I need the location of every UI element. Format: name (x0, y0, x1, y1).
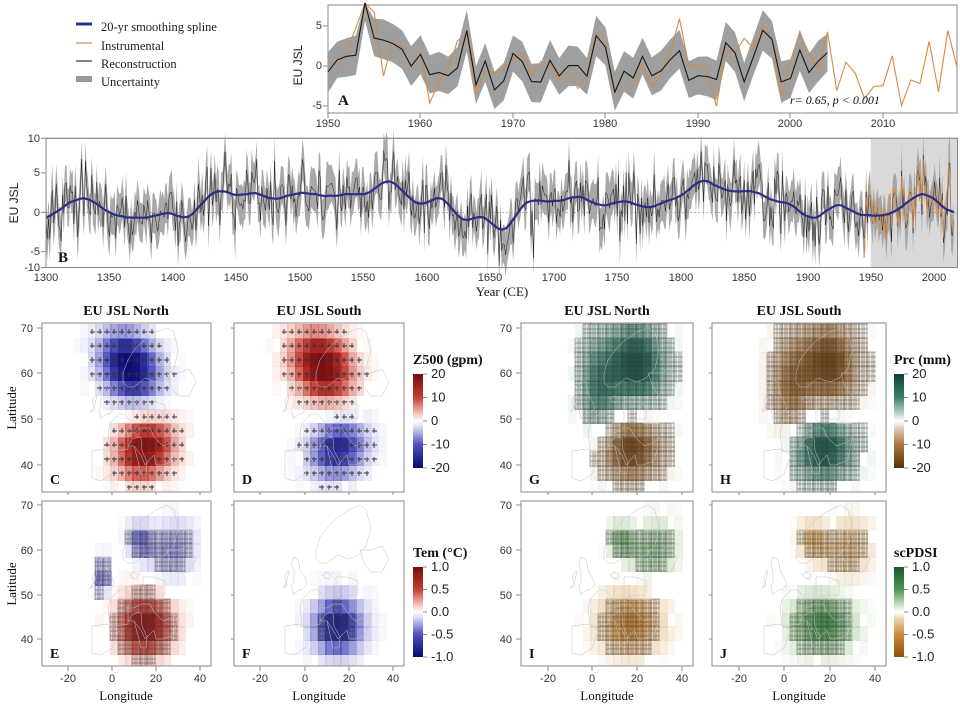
svg-text:-0.5: -0.5 (912, 627, 934, 642)
svg-text:-10: -10 (912, 437, 931, 452)
svg-text:-20: -20 (912, 460, 931, 475)
svg-text:-20: -20 (540, 673, 556, 685)
svg-text:-10: -10 (431, 437, 450, 452)
svg-text:50: 50 (500, 414, 512, 426)
svg-text:Latitude: Latitude (4, 562, 19, 606)
svg-text:0: 0 (781, 673, 787, 685)
svg-text:EU JSL North: EU JSL North (564, 304, 650, 319)
svg-text:Latitude: Latitude (4, 386, 19, 430)
svg-text:0.5: 0.5 (912, 582, 930, 597)
svg-text:-1.0: -1.0 (431, 649, 453, 664)
svg-text:-20: -20 (731, 673, 747, 685)
svg-text:1.0: 1.0 (912, 559, 930, 574)
svg-text:20: 20 (824, 673, 836, 685)
svg-text:EU JSL South: EU JSL South (757, 304, 842, 319)
svg-text:Longitude: Longitude (580, 688, 634, 703)
svg-text:40: 40 (194, 673, 206, 685)
svg-text:0.0: 0.0 (431, 604, 449, 619)
svg-text:50: 50 (21, 590, 33, 602)
svg-text:40: 40 (21, 460, 33, 472)
svg-text:20: 20 (150, 673, 162, 685)
svg-text:70: 70 (500, 500, 512, 512)
svg-text:10: 10 (912, 390, 926, 405)
svg-text:60: 60 (21, 368, 33, 380)
svg-text:40: 40 (676, 673, 688, 685)
svg-text:J: J (720, 647, 727, 662)
svg-text:40: 40 (387, 673, 399, 685)
svg-text:Longitude: Longitude (772, 688, 826, 703)
svg-text:0: 0 (302, 673, 308, 685)
svg-text:20: 20 (912, 366, 926, 381)
svg-text:-20: -20 (252, 673, 268, 685)
svg-text:0: 0 (589, 673, 595, 685)
svg-text:50: 50 (21, 414, 33, 426)
svg-text:60: 60 (21, 545, 33, 557)
svg-text:50: 50 (500, 590, 512, 602)
svg-text:C: C (50, 473, 60, 488)
svg-text:-20: -20 (60, 673, 76, 685)
svg-text:I: I (529, 647, 534, 662)
svg-text:40: 40 (21, 634, 33, 646)
svg-text:60: 60 (500, 368, 512, 380)
svg-text:70: 70 (500, 323, 512, 335)
svg-text:20: 20 (431, 366, 445, 381)
svg-text:40: 40 (500, 460, 512, 472)
svg-text:H: H (720, 473, 731, 488)
svg-text:60: 60 (500, 545, 512, 557)
svg-text:Z500 (gpm): Z500 (gpm) (413, 353, 483, 368)
svg-text:EU JSL South: EU JSL South (277, 304, 362, 319)
svg-text:20: 20 (343, 673, 355, 685)
svg-text:0: 0 (431, 413, 438, 428)
svg-text:20: 20 (631, 673, 643, 685)
svg-text:G: G (529, 473, 540, 488)
svg-text:0.0: 0.0 (912, 604, 930, 619)
svg-text:0.5: 0.5 (431, 582, 449, 597)
svg-text:10: 10 (431, 390, 445, 405)
svg-text:F: F (242, 647, 251, 662)
svg-text:70: 70 (21, 323, 33, 335)
svg-text:1.0: 1.0 (431, 559, 449, 574)
svg-text:-20: -20 (431, 460, 450, 475)
svg-text:EU JSL North: EU JSL North (83, 304, 169, 319)
svg-text:40: 40 (500, 634, 512, 646)
svg-text:70: 70 (21, 500, 33, 512)
svg-text:40: 40 (869, 673, 881, 685)
svg-text:Longitude: Longitude (292, 688, 346, 703)
svg-text:Longitude: Longitude (99, 688, 153, 703)
svg-text:D: D (242, 473, 252, 488)
svg-text:-0.5: -0.5 (431, 627, 453, 642)
svg-text:E: E (50, 647, 59, 662)
svg-text:0: 0 (912, 413, 919, 428)
svg-text:0: 0 (109, 673, 115, 685)
svg-text:-1.0: -1.0 (912, 649, 934, 664)
